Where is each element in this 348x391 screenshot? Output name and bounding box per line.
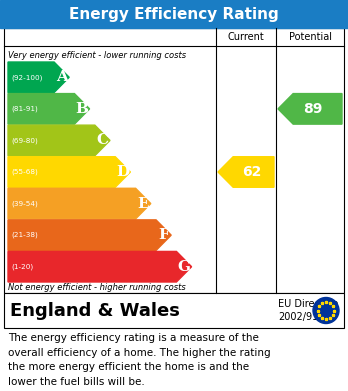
Text: (39-54): (39-54): [11, 200, 38, 207]
Polygon shape: [278, 93, 342, 124]
Bar: [4, 28, 344, 293]
Text: (55-68): (55-68): [11, 169, 38, 175]
Text: EU Directive: EU Directive: [278, 299, 338, 309]
Text: the more energy efficient the home is and the: the more energy efficient the home is an…: [8, 362, 249, 373]
Bar: [0, 0, 348, 28]
Text: England & Wales: England & Wales: [10, 301, 180, 319]
Polygon shape: [8, 125, 110, 156]
Polygon shape: [8, 62, 69, 93]
Polygon shape: [218, 157, 274, 187]
Bar: [4, 293, 344, 328]
Text: Energy Efficiency Rating: Energy Efficiency Rating: [69, 7, 279, 22]
Text: E: E: [137, 197, 149, 211]
Polygon shape: [8, 93, 89, 124]
Text: (92-100): (92-100): [11, 74, 42, 81]
Circle shape: [313, 298, 339, 323]
Text: F: F: [158, 228, 169, 242]
Text: B: B: [76, 102, 88, 116]
Text: The energy efficiency rating is a measure of the: The energy efficiency rating is a measur…: [8, 333, 259, 343]
Text: 2002/91/EC: 2002/91/EC: [278, 312, 334, 322]
Text: 89: 89: [303, 102, 323, 116]
Text: (1-20): (1-20): [11, 264, 33, 270]
Text: Not energy efficient - higher running costs: Not energy efficient - higher running co…: [8, 283, 186, 292]
Text: A: A: [56, 70, 68, 84]
Polygon shape: [8, 157, 130, 187]
Text: 62: 62: [242, 165, 261, 179]
Polygon shape: [8, 251, 192, 282]
Text: Current: Current: [228, 32, 264, 42]
Text: overall efficiency of a home. The higher the rating: overall efficiency of a home. The higher…: [8, 348, 271, 358]
Text: C: C: [96, 133, 109, 147]
Text: (81-91): (81-91): [11, 106, 38, 112]
Polygon shape: [8, 220, 171, 250]
Text: lower the fuel bills will be.: lower the fuel bills will be.: [8, 377, 145, 387]
Polygon shape: [8, 188, 151, 219]
Text: Potential: Potential: [288, 32, 332, 42]
Text: (69-80): (69-80): [11, 137, 38, 143]
Text: Very energy efficient - lower running costs: Very energy efficient - lower running co…: [8, 52, 186, 61]
Text: D: D: [116, 165, 129, 179]
Text: (21-38): (21-38): [11, 232, 38, 239]
Text: G: G: [177, 260, 190, 274]
